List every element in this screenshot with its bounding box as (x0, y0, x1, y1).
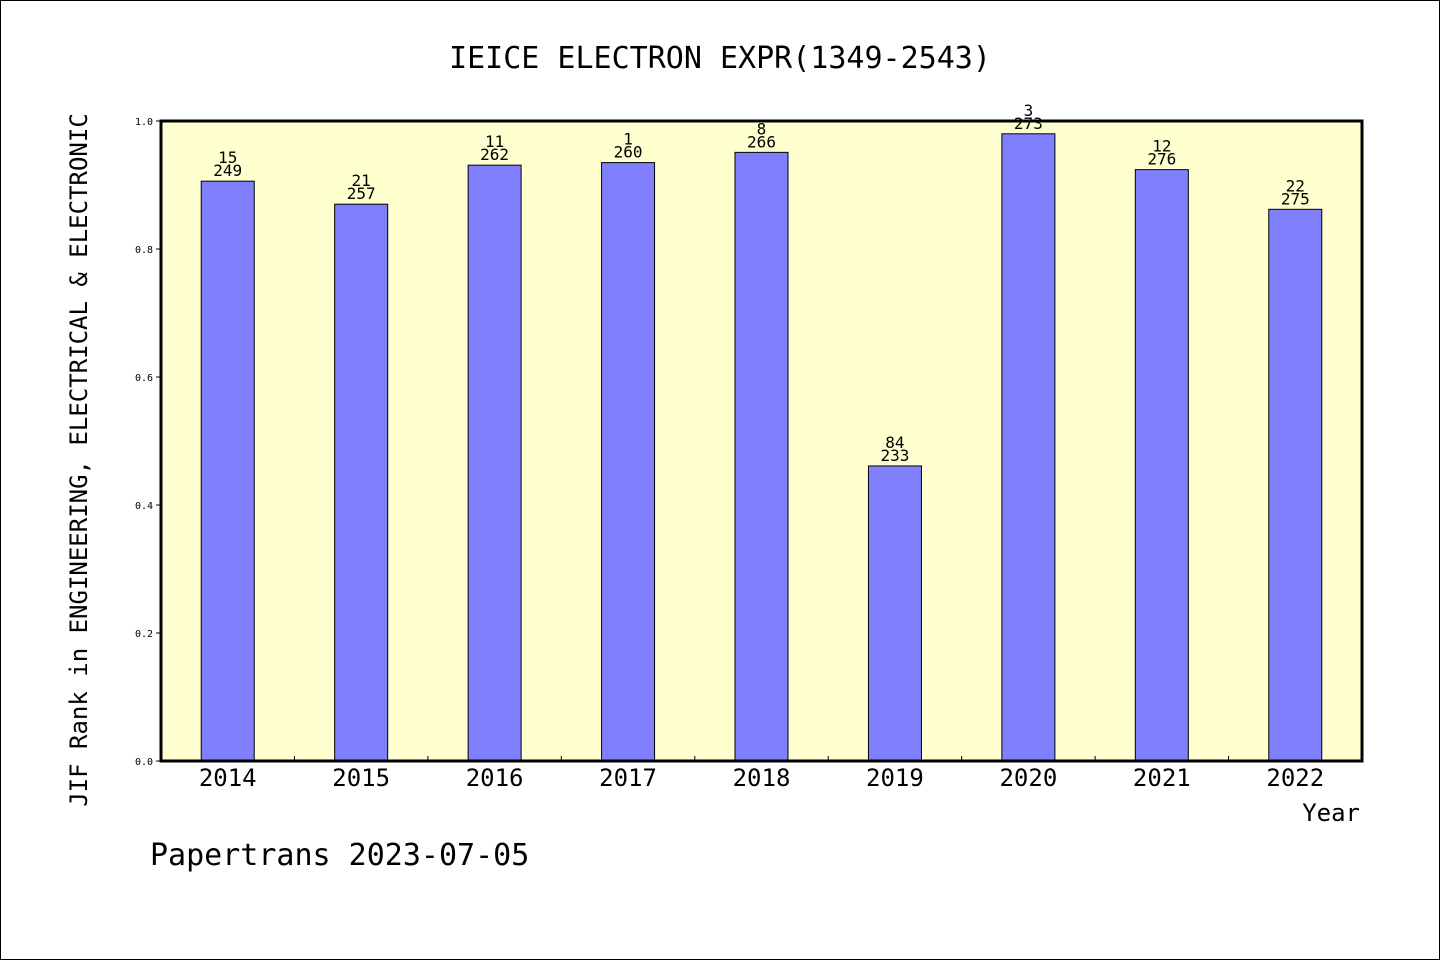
y-tick-label: 0.0 (135, 757, 153, 768)
bar-total-label: 257 (347, 184, 376, 203)
y-tick-label: 1.0 (135, 117, 153, 128)
x-tick-label: 2020 (999, 764, 1057, 792)
x-axis: 2014 2015 2016 2017 2018 2019 2020 2021 2022 (199, 756, 1324, 792)
bar-rank-label: 84 (885, 433, 904, 452)
bar-total-label: 266 (747, 132, 776, 151)
y-tick-label: 0.4 (135, 501, 153, 512)
bar-total-label: 275 (1281, 189, 1310, 208)
y-axis-label: JIF Rank in ENGINEERING, ELECTRICAL & EL… (65, 113, 93, 807)
bar-2021 (1134, 169, 1189, 762)
bars-layer (200, 133, 1323, 762)
footer-credit: Papertrans 2023-07-05 (150, 838, 529, 873)
bar-2018 (734, 151, 789, 762)
bar-2017 (601, 162, 656, 762)
chart-title: IEICE ELECTRON EXPR(1349-2543) (449, 41, 991, 76)
bar-rank-label: 11 (485, 132, 504, 151)
bar-total-label: 273 (1014, 114, 1043, 133)
x-tick-label: 2016 (466, 764, 524, 792)
bar-2020 (1001, 133, 1056, 762)
x-axis-label: Year (1302, 799, 1360, 827)
bar-total-label: 233 (880, 446, 909, 465)
x-tick-label: 2017 (599, 764, 657, 792)
bar-rank-label: 1 (623, 130, 633, 149)
y-axis: 0.0 0.2 0.4 0.6 0.8 1.0 (135, 117, 161, 768)
bar-total-label: 276 (1147, 150, 1176, 169)
plot-frame (159, 119, 1364, 763)
bar-2016 (467, 164, 522, 762)
bar-rank-label: 12 (1152, 137, 1171, 156)
bar-2019 (867, 465, 922, 762)
y-tick-label: 0.6 (135, 373, 153, 384)
bar-total-label: 260 (614, 143, 643, 162)
x-tick-label: 2019 (866, 764, 924, 792)
y-tick-label: 0.2 (135, 629, 153, 640)
bar-total-label: 262 (480, 145, 509, 164)
x-tick-label: 2015 (332, 764, 390, 792)
x-tick-label: 2022 (1266, 764, 1324, 792)
bar-rank-label: 21 (352, 171, 371, 190)
bar-rank-label: 3 (1024, 101, 1034, 120)
bar-rank-label: 22 (1286, 176, 1305, 195)
x-tick-label: 2021 (1133, 764, 1191, 792)
bar-total-label: 249 (213, 161, 242, 180)
bar-rank-label: 8 (757, 119, 767, 138)
bar-rank-label: 15 (218, 148, 237, 167)
bar-2014 (200, 180, 255, 762)
x-tick-label: 2014 (199, 764, 257, 792)
bar-2015 (334, 203, 389, 762)
y-tick-label: 0.8 (135, 245, 153, 256)
x-tick-label: 2018 (733, 764, 791, 792)
bar-2022 (1268, 208, 1323, 762)
